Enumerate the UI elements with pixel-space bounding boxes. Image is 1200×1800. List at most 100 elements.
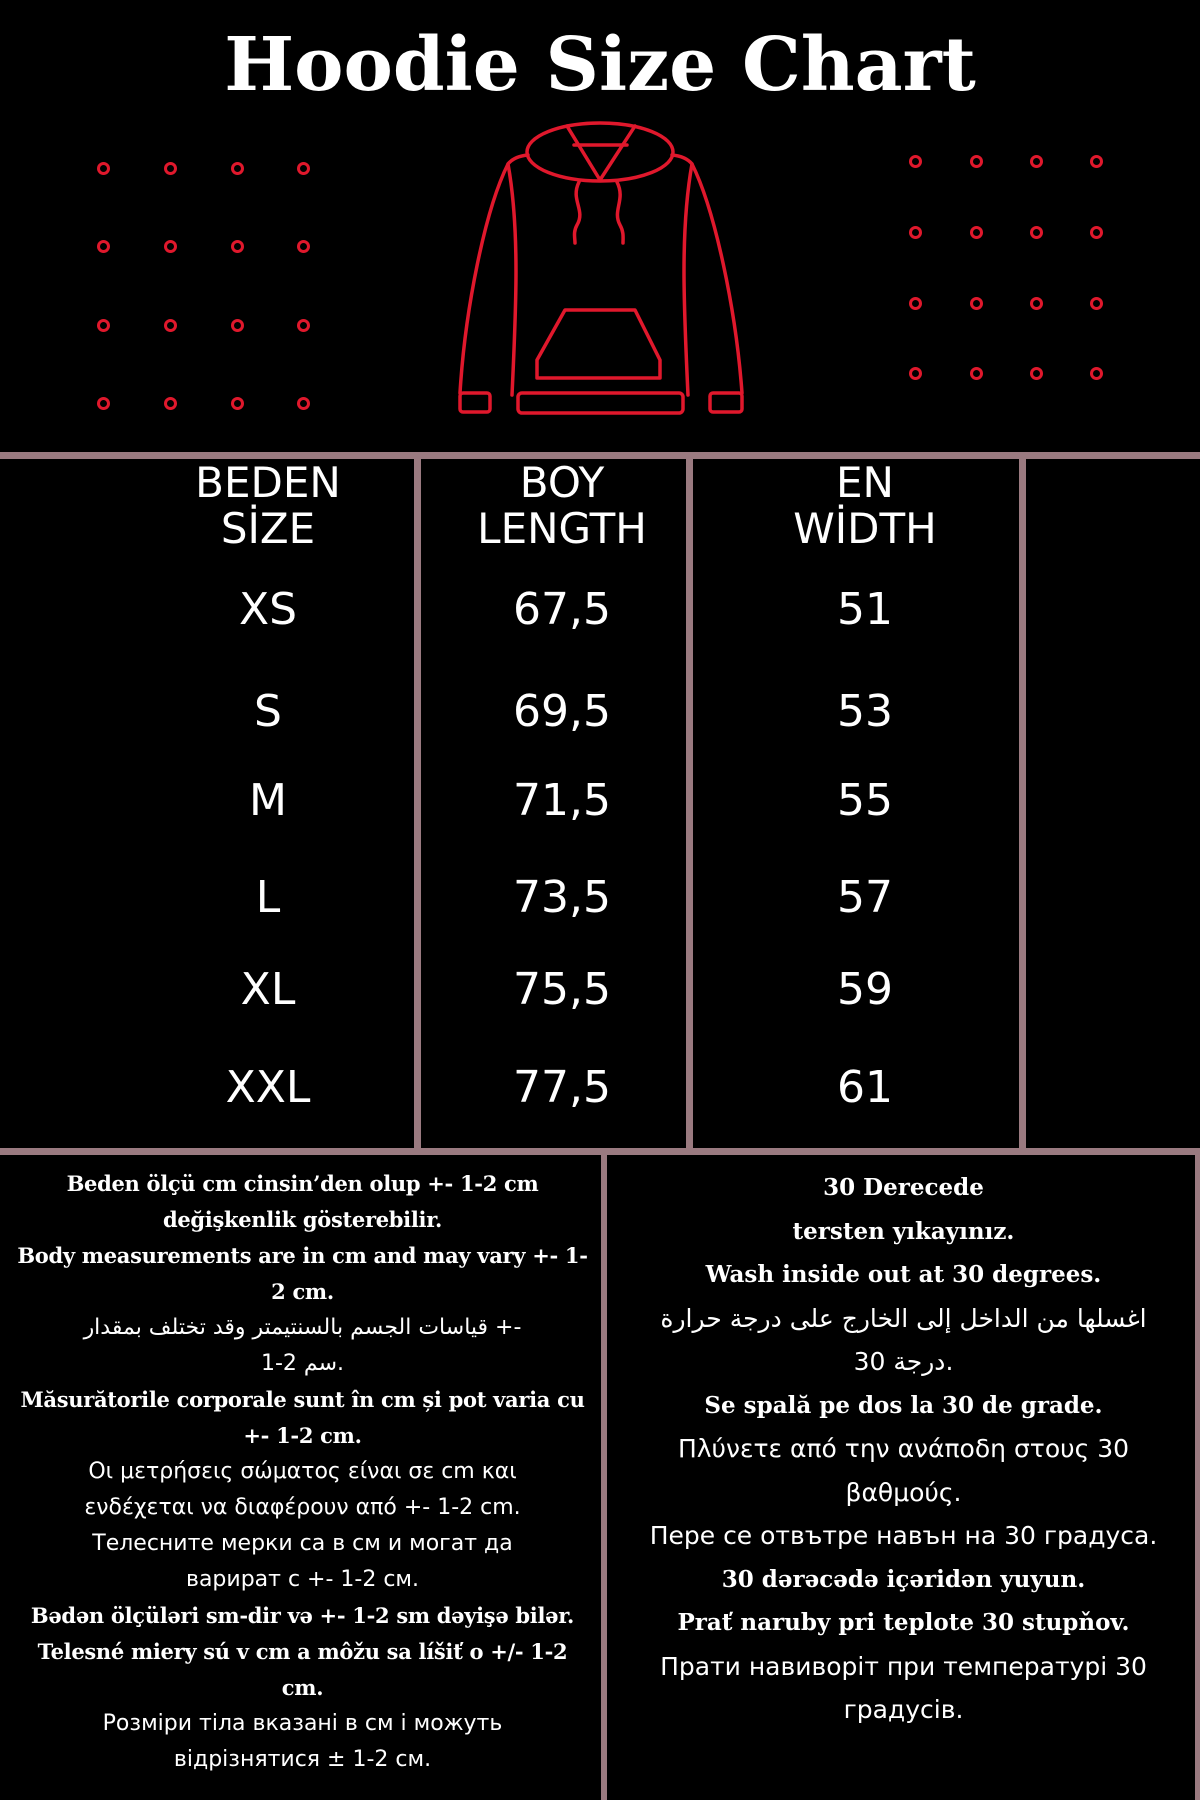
column-divider xyxy=(1019,452,1026,1154)
circle-dot xyxy=(1029,154,1043,168)
note-line: Телесните мерки са в см и могат да xyxy=(92,1531,513,1556)
column-header: BEDEN SİZE xyxy=(118,460,418,552)
width-cell: 53 xyxy=(837,686,893,737)
circle-dot xyxy=(969,154,983,168)
note-line: cm. xyxy=(281,1675,324,1700)
size-cell: XS xyxy=(238,584,298,635)
circle-dot xyxy=(296,239,310,253)
header-label: SİZE xyxy=(220,504,316,553)
length-cell: 71,5 xyxy=(513,775,611,826)
size-cell: XL xyxy=(240,964,296,1015)
hoodie-icon xyxy=(458,121,744,415)
circle-dot xyxy=(908,296,922,310)
circle-dot xyxy=(230,239,244,253)
note-line: tersten yıkayınız. xyxy=(792,1217,1015,1245)
circle-dot xyxy=(230,318,244,332)
right-border xyxy=(1195,1148,1200,1800)
note-line: Πλύνετε από την ανάποδη στους 30 xyxy=(677,1434,1130,1463)
length-cell: 75,5 xyxy=(513,964,611,1015)
note-line: βαθμούς. xyxy=(845,1477,962,1507)
circle-dot xyxy=(969,366,983,380)
note-line: değişkenlik gösterebilir. xyxy=(162,1207,443,1232)
circle-dot xyxy=(163,318,177,332)
circle-dot xyxy=(1089,366,1103,380)
circle-dot xyxy=(230,161,244,175)
circle-dot xyxy=(1089,154,1103,168)
size-cell: S xyxy=(254,686,282,737)
circle-dot xyxy=(296,161,310,175)
circle-dot xyxy=(163,161,177,175)
note-line: Οι μετρήσεις σώματος είναι σε cm και xyxy=(88,1459,517,1484)
circle-dot xyxy=(296,396,310,410)
length-cell: 67,5 xyxy=(513,584,611,635)
width-cell: 51 xyxy=(837,584,893,635)
circle-dot xyxy=(1089,296,1103,310)
circle-dot xyxy=(908,154,922,168)
measurement-notes: Beden ölçü cm cinsin’den olup +- 1-2 cm d… xyxy=(0,1166,605,1778)
note-line: +- 1-2 cm. xyxy=(243,1423,362,1448)
note-line: Prať naruby pri teplote 30 stupňov. xyxy=(677,1609,1130,1636)
header-label: BOY xyxy=(519,458,605,507)
page-title: Hoodie Size Chart xyxy=(224,22,976,108)
note-line: 30 dərəcədə içəridən yuyun. xyxy=(721,1565,1086,1593)
note-line: 2 cm. xyxy=(271,1279,334,1304)
circle-dot xyxy=(1089,225,1103,239)
note-line: відрізнятися ± 1-2 см. xyxy=(173,1747,432,1772)
size-cell: L xyxy=(255,872,281,923)
width-cell: 59 xyxy=(837,964,893,1015)
circle-dot xyxy=(1029,366,1043,380)
note-line: Bədən ölçüləri sm-dir və +- 1-2 sm dəyiş… xyxy=(30,1603,575,1628)
circle-dot xyxy=(908,366,922,380)
length-cell: 77,5 xyxy=(513,1062,611,1113)
header-label: EN xyxy=(836,458,894,507)
washing-instructions: 30 Derecede tersten yıkayınız. Wash inside… xyxy=(607,1166,1200,1732)
header-label: WİDTH xyxy=(793,504,937,553)
note-line: اغسلها من الداخل إلى الخارج على درجة حرا… xyxy=(660,1303,1147,1333)
header-label: BEDEN xyxy=(195,458,341,507)
note-line: Body measurements are in cm and may vary… xyxy=(17,1243,588,1268)
width-cell: 61 xyxy=(837,1062,893,1113)
length-cell: 69,5 xyxy=(513,686,611,737)
circle-dot xyxy=(96,239,110,253)
circle-dot xyxy=(96,396,110,410)
circle-dot xyxy=(230,396,244,410)
circle-dot xyxy=(163,396,177,410)
note-line: Wash inside out at 30 degrees. xyxy=(705,1261,1102,1288)
note-line: Măsurătorile corporale sunt în cm și pot… xyxy=(20,1387,585,1412)
circle-dot xyxy=(96,161,110,175)
note-line: Se spală pe dos la 30 de grade. xyxy=(704,1391,1103,1419)
circle-dot xyxy=(969,225,983,239)
note-line: Telesné miery sú v cm a môžu sa líšiť o … xyxy=(37,1639,568,1664)
note-line: Beden ölçü cm cinsin’den olup +- 1-2 cm xyxy=(66,1171,539,1196)
note-line: 30 درجة. xyxy=(853,1347,954,1376)
circle-dot xyxy=(1029,225,1043,239)
note-line: قياسات الجسم بالسنتيمتر وقد تختلف بمقدار… xyxy=(83,1315,522,1340)
circle-dot xyxy=(908,225,922,239)
notes-column-divider xyxy=(601,1148,607,1800)
column-header: BOY LENGTH xyxy=(412,460,712,552)
column-divider xyxy=(414,452,421,1154)
note-line: ενδέχεται να διαφέρουν από +- 1-2 cm. xyxy=(84,1495,521,1520)
circle-dot xyxy=(1029,296,1043,310)
circle-dot xyxy=(296,318,310,332)
width-cell: 55 xyxy=(837,775,893,826)
note-line: Пере се отвътре навън на 30 градуса. xyxy=(649,1521,1158,1550)
circle-dot xyxy=(96,318,110,332)
width-cell: 57 xyxy=(837,872,893,923)
note-line: Розміри тіла вказані в см і можуть xyxy=(102,1711,503,1736)
table-header-divider xyxy=(0,452,1200,459)
circle-dot xyxy=(163,239,177,253)
column-divider xyxy=(686,452,693,1154)
note-line: градусів. xyxy=(843,1695,964,1724)
size-cell: XXL xyxy=(225,1062,311,1113)
table-bottom-divider xyxy=(0,1148,1200,1155)
column-header: EN WİDTH xyxy=(715,460,1015,552)
note-line: варират с +- 1-2 см. xyxy=(185,1567,420,1592)
note-line: Прати навиворіт при температурі 30 xyxy=(660,1651,1147,1681)
circle-dot xyxy=(969,296,983,310)
size-cell: M xyxy=(249,775,287,826)
note-line: 1-2 سم. xyxy=(260,1351,344,1376)
note-line: 30 Derecede xyxy=(823,1174,984,1201)
length-cell: 73,5 xyxy=(513,872,611,923)
header-label: LENGTH xyxy=(477,504,647,553)
